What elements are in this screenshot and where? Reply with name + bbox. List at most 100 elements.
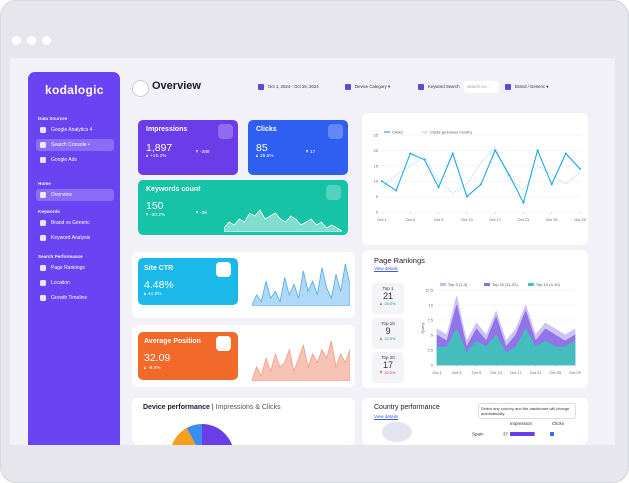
x-tick-label: Oct 9 <box>434 217 444 222</box>
x-tick-label: Oct 25 <box>549 370 562 375</box>
nav-label: Page Rankings <box>51 265 85 271</box>
link[interactable]: View details <box>374 414 398 419</box>
logo: kodalogic <box>45 83 104 97</box>
kpi-label: Impressions <box>146 126 188 133</box>
sparkline <box>252 340 350 381</box>
filter-label: Oct 1, 2024 - Oct 15, 2024 <box>268 84 319 89</box>
y-tick-label: 15 <box>374 163 379 168</box>
brand-filter[interactable]: Brand / Generic ▾ <box>505 81 548 93</box>
x-tick-label: Oct 29 <box>574 217 587 222</box>
point <box>465 195 468 198</box>
y-tick-label: 5 <box>376 194 379 199</box>
page-icon <box>132 80 149 97</box>
date-filter[interactable]: Oct 1, 2024 - Oct 15, 2024 <box>258 81 319 93</box>
link[interactable]: View details <box>374 266 398 271</box>
kpi-icon <box>328 124 343 139</box>
nav-item[interactable]: Page Rankings <box>36 262 114 274</box>
legend-swatch <box>440 283 446 286</box>
rank-value: 9 <box>385 326 391 336</box>
kpi-label: Keywords count <box>146 186 201 193</box>
y-axis-label: Query <box>420 323 425 334</box>
ctr-card: Site CTR 4.48% 41.0% <box>138 258 238 305</box>
point <box>423 158 426 161</box>
legend-swatch <box>484 283 490 286</box>
nav-item[interactable]: Google Analytics 4 <box>36 124 114 136</box>
point <box>550 183 553 186</box>
y-tick-label: 25 <box>374 133 379 138</box>
kpi-label: Clicks <box>256 126 277 133</box>
pie-chart <box>171 424 232 445</box>
kpi-icon <box>326 185 341 200</box>
clicks-card: Clicks 85 25.5% 17 <box>248 120 348 175</box>
nav-item[interactable]: Google Ads <box>36 154 114 166</box>
rank-change: 10.2% <box>384 370 396 375</box>
legend-label: Clicks (previous month) <box>430 130 472 135</box>
nav-icon <box>40 127 46 133</box>
kpi-icon <box>218 124 233 139</box>
rank-label: Top 1 <box>382 286 394 291</box>
point <box>381 180 383 183</box>
nav-icon <box>40 280 46 286</box>
x-tick-label: Oct 5 <box>452 370 462 375</box>
section-title: Home <box>38 181 51 186</box>
x-tick-label: Oct 17 <box>489 217 502 222</box>
series-line <box>381 148 581 205</box>
point <box>480 183 482 186</box>
impression-value: 37 <box>503 432 509 437</box>
sidebar: kodalogic Data Sources Google Analytics 4… <box>28 72 120 445</box>
window-dot <box>42 36 51 45</box>
sparkline <box>252 263 350 306</box>
rank-box: Top 1 21 15.0% <box>372 283 404 314</box>
kpi-value: 150 <box>146 200 164 212</box>
kpi-change: -9.6% <box>148 366 161 371</box>
country-card: Country performance View details Select … <box>362 398 588 445</box>
legend-label: Clicks <box>392 130 403 135</box>
y-tick-label: 0 <box>376 210 379 215</box>
point <box>579 167 581 170</box>
nav-item[interactable]: Search Console • <box>36 139 114 151</box>
nav-label: Keyword Analysis <box>51 235 91 241</box>
rankings-card: Page Rankings View details Top 1 21 15.0… <box>362 250 588 388</box>
area-chart: 0 2.5 5 7.5 10 12.5 Oct 1 Oct 5 Oct 9 Oct 13 Oct 1… <box>420 282 582 375</box>
nav-label: Growth Timeline <box>51 295 88 301</box>
legend-label: Top 10 (4-10) <box>536 282 560 287</box>
kpi-change: 41.0% <box>148 292 162 297</box>
nav-item[interactable]: Overview <box>36 189 114 201</box>
pie-slice <box>186 424 202 445</box>
card-title: Country performance <box>374 404 440 411</box>
keyword-filter[interactable]: Keyword Search <box>418 81 460 93</box>
rank-box: Top 10 9 12.5% <box>372 318 404 349</box>
point <box>522 201 525 204</box>
point <box>437 186 440 189</box>
rank-value: 17 <box>382 360 393 370</box>
clicks-bar <box>550 432 554 436</box>
card-title: Page Rankings <box>374 256 425 265</box>
nav-label: Search Console • <box>51 142 90 148</box>
x-tick-label: Oct 5 <box>406 217 416 222</box>
keywords-card: Keywords count 150 -30.2% -38 <box>138 180 348 235</box>
x-tick-label: Oct 13 <box>490 370 503 375</box>
point <box>494 149 497 152</box>
device-filter[interactable]: Device Category ▾ <box>345 81 390 93</box>
nav-item[interactable]: Location <box>36 277 114 289</box>
nav-item[interactable]: Brand vs Generic <box>36 217 114 229</box>
kpi-value: 1,897 <box>146 142 173 154</box>
column-header: Impression <box>510 421 533 426</box>
nav-label: Overview <box>51 192 72 198</box>
y-tick-label: 2.5 <box>427 348 433 353</box>
pie-slice <box>171 427 196 445</box>
point <box>564 152 567 155</box>
nav-item[interactable]: Keyword Analysis <box>36 232 114 244</box>
impression-bar <box>510 432 535 436</box>
y-tick-label: 0 <box>431 363 434 368</box>
y-tick-label: 20 <box>374 148 379 153</box>
y-tick-label: 12.5 <box>425 288 434 293</box>
nav-icon <box>40 157 46 163</box>
rank-value: 21 <box>382 291 393 301</box>
nav-label: Brand vs Generic <box>51 220 90 226</box>
x-tick-label: Oct 21 <box>530 370 543 375</box>
device-card: Device performance | Impressions & Click… <box>132 398 355 445</box>
nav-icon <box>40 220 46 226</box>
nav-item[interactable]: Growth Timeline <box>36 292 114 304</box>
search-input[interactable]: search co... <box>464 81 499 93</box>
